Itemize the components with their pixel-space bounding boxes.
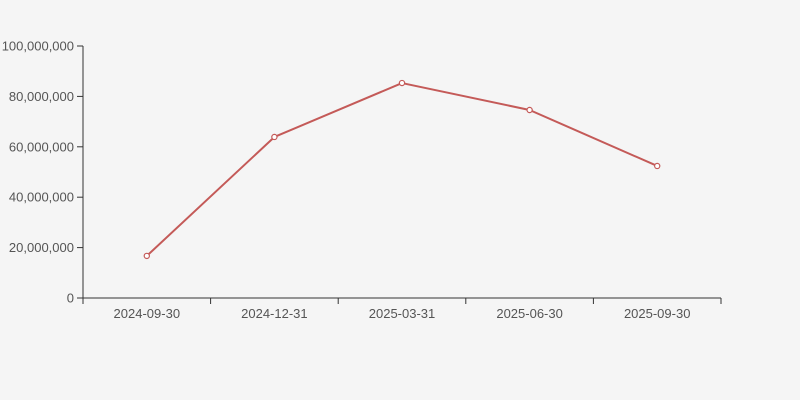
y-axis-tick-label: 60,000,000 bbox=[9, 139, 74, 154]
y-axis-tick-label: 100,000,000 bbox=[2, 39, 74, 54]
y-axis-tick-label: 20,000,000 bbox=[9, 240, 74, 255]
data-point-marker[interactable] bbox=[526, 106, 533, 114]
data-point-marker[interactable] bbox=[271, 133, 278, 141]
data-point-marker[interactable] bbox=[654, 162, 661, 170]
x-axis-tick-label: 2025-06-30 bbox=[496, 306, 563, 321]
data-point-marker[interactable] bbox=[398, 79, 406, 87]
x-axis-tick-label: 2024-12-31 bbox=[241, 306, 308, 321]
y-axis-tick-label: 0 bbox=[67, 291, 74, 306]
x-axis-tick-label: 2025-09-30 bbox=[624, 306, 691, 321]
x-axis-tick-label: 2025-03-31 bbox=[369, 306, 436, 321]
x-axis-tick-label: 2024-09-30 bbox=[114, 306, 181, 321]
y-axis-tick-label: 80,000,000 bbox=[9, 89, 74, 104]
data-point-marker[interactable] bbox=[143, 252, 150, 260]
y-axis-tick-label: 40,000,000 bbox=[9, 190, 74, 205]
series-line bbox=[145, 82, 659, 257]
